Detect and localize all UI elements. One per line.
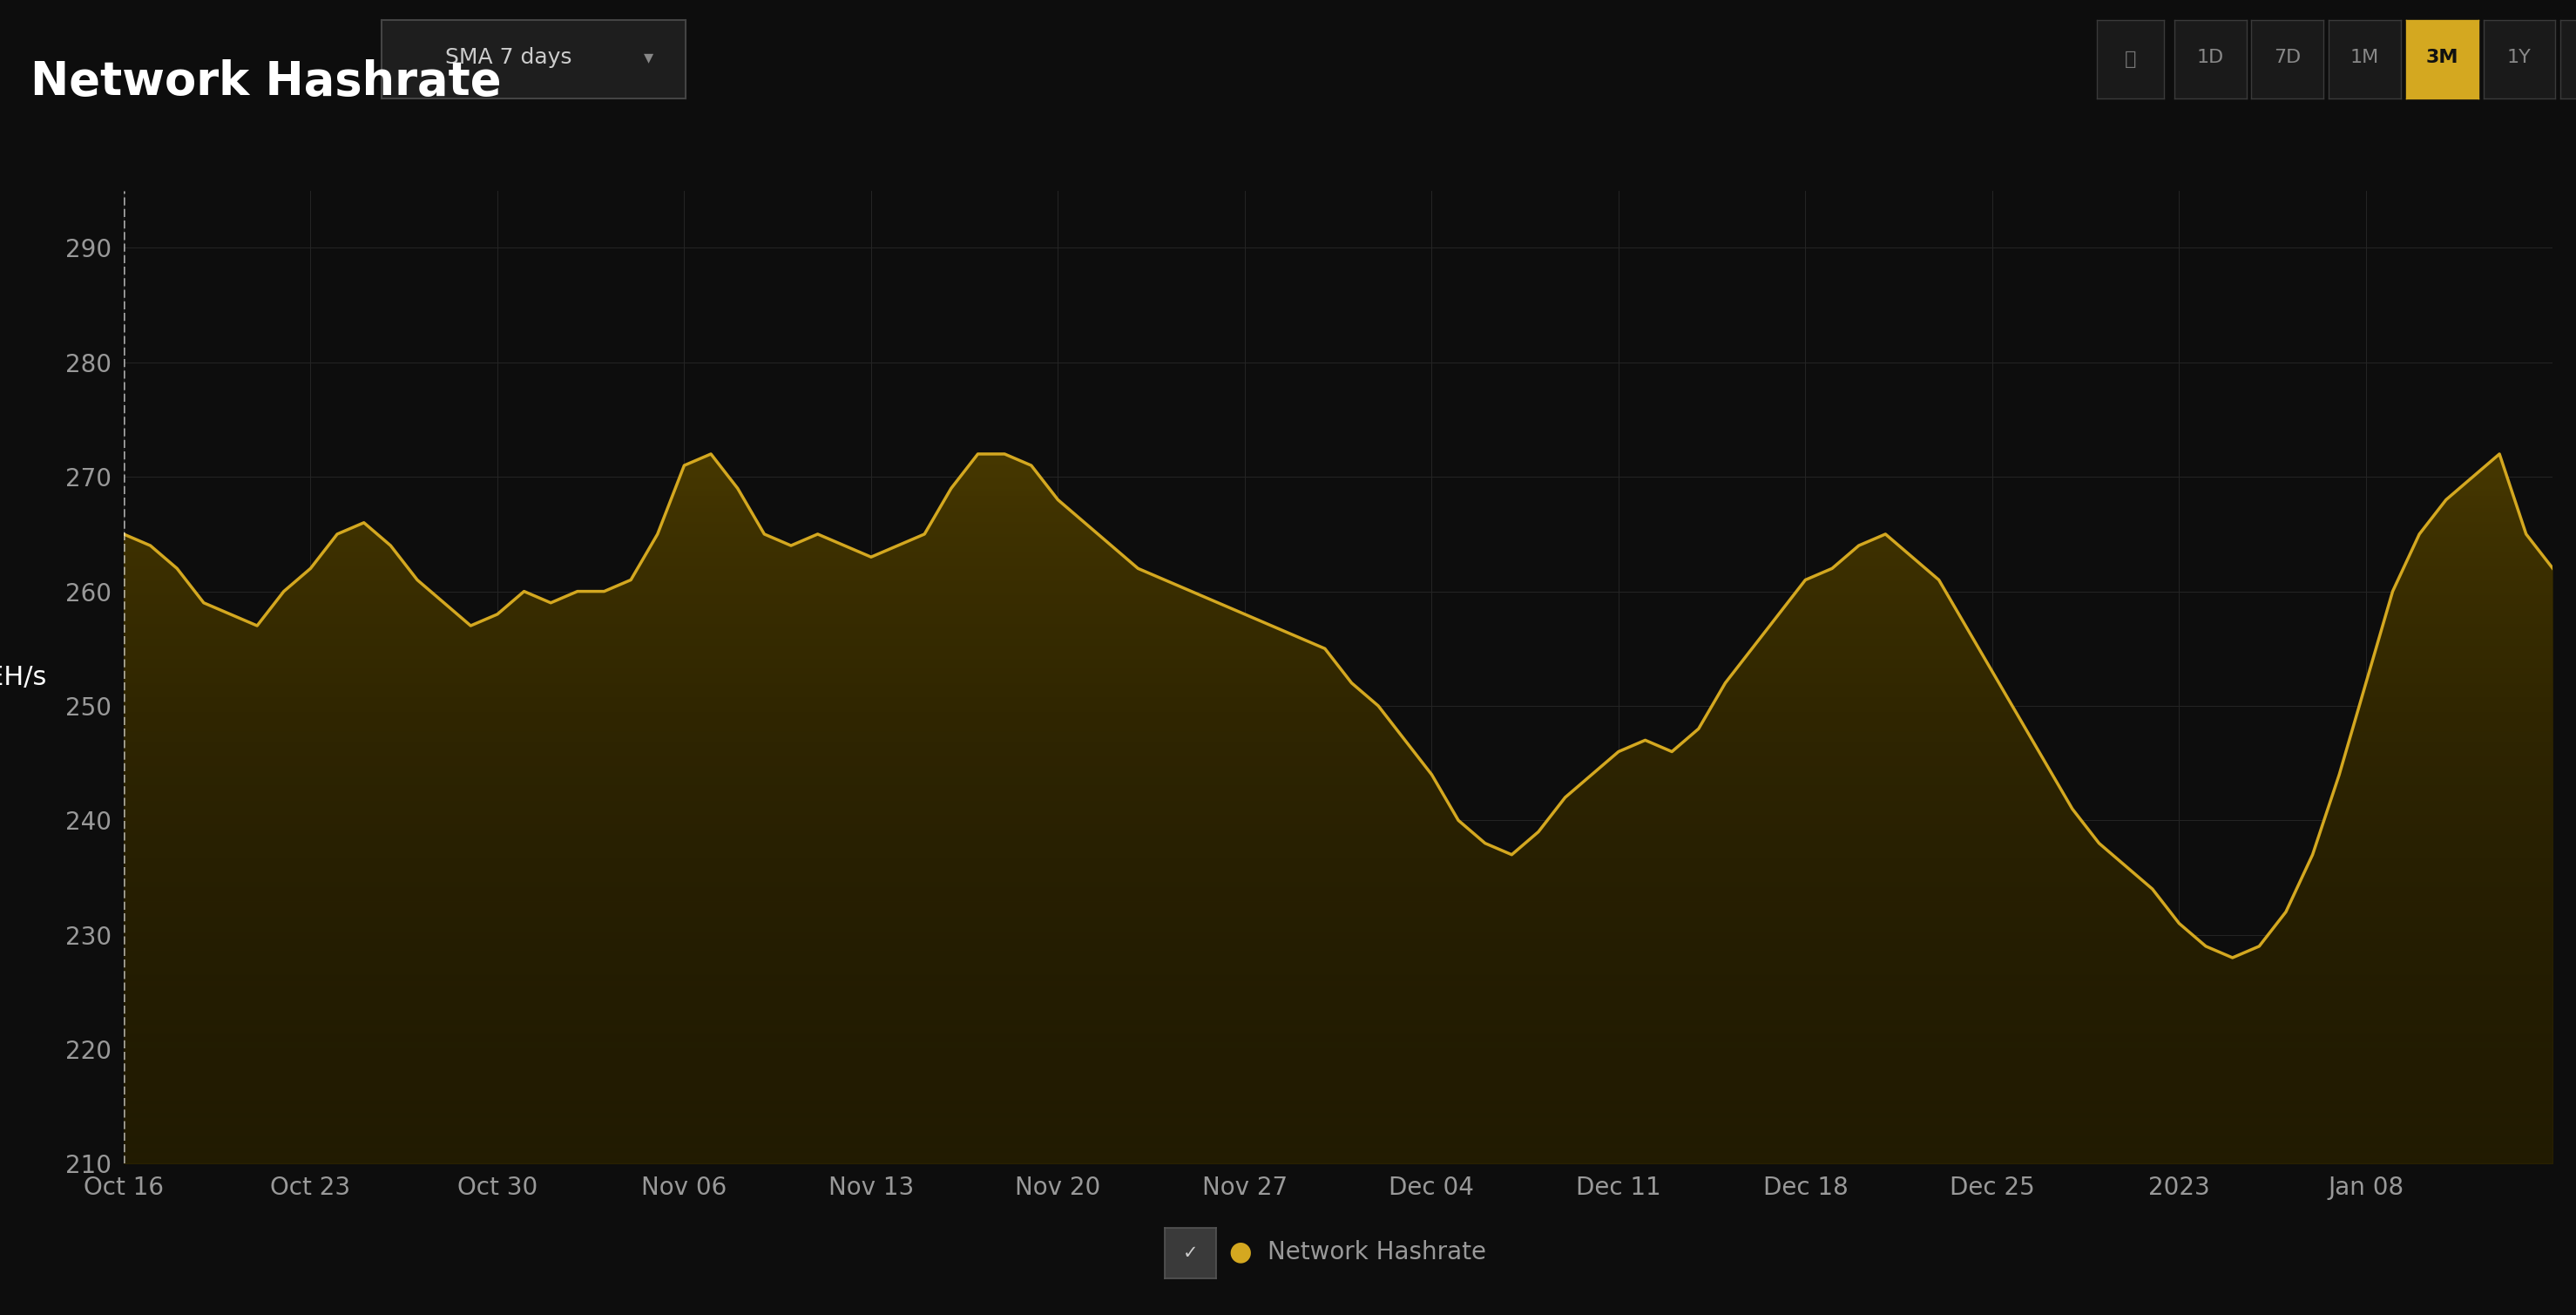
Text: Network Hashrate: Network Hashrate bbox=[1267, 1240, 1486, 1264]
Text: ▾: ▾ bbox=[644, 49, 654, 66]
Text: Network Hashrate: Network Hashrate bbox=[31, 59, 502, 104]
Text: 3M: 3M bbox=[2427, 49, 2458, 66]
Text: 7D: 7D bbox=[2275, 49, 2300, 66]
Text: ⤢: ⤢ bbox=[2125, 50, 2136, 68]
Y-axis label: EH/s: EH/s bbox=[0, 664, 46, 690]
Text: 1M: 1M bbox=[2349, 49, 2380, 66]
Text: SMA 7 days: SMA 7 days bbox=[446, 47, 572, 68]
Text: 1Y: 1Y bbox=[2506, 49, 2532, 66]
Text: ●: ● bbox=[1229, 1239, 1252, 1265]
Text: ✓: ✓ bbox=[1182, 1244, 1198, 1262]
Text: 1D: 1D bbox=[2197, 49, 2223, 66]
